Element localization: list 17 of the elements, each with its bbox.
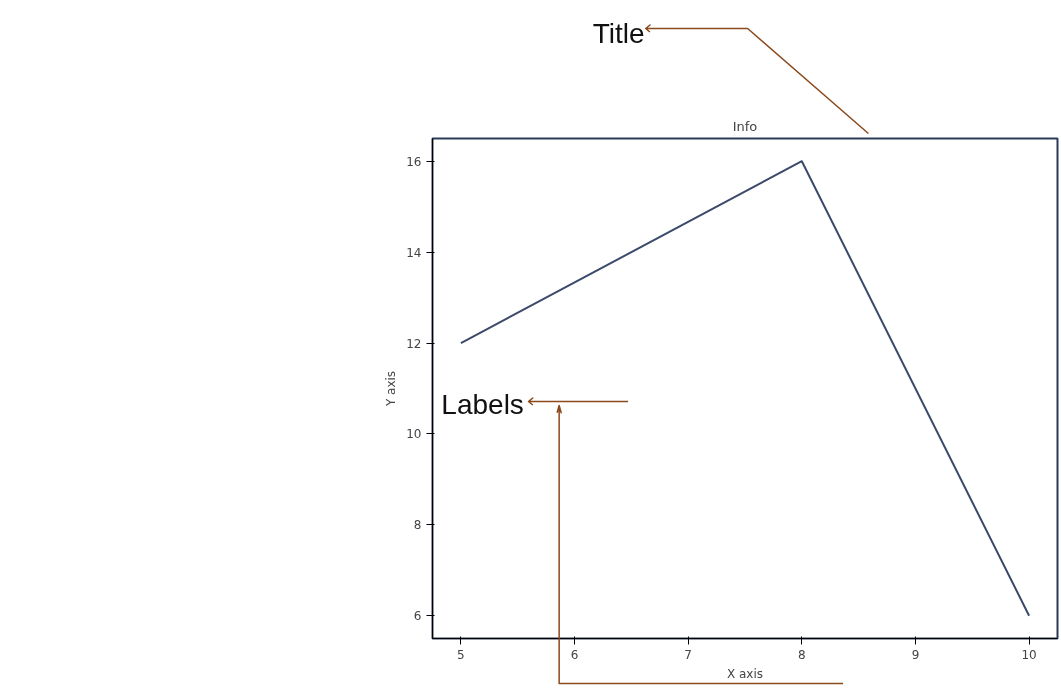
y-tick-label: 8	[413, 518, 422, 533]
y-tick-label: 6	[413, 609, 422, 624]
x-tick-label: 10	[1021, 647, 1037, 662]
y-tick-label: 16	[406, 154, 422, 169]
annotation: Labels	[441, 389, 524, 420]
chart-title: Info	[732, 118, 758, 134]
y-tick-label: 14	[406, 245, 422, 260]
x-tick-label: 6	[570, 647, 579, 662]
x-tick-label: 5	[457, 647, 465, 662]
x-tick-label: 7	[684, 647, 693, 662]
y-tick-label: 10	[406, 427, 422, 442]
y-tick-label: 12	[406, 336, 422, 351]
text: Title	[592, 18, 645, 49]
x-tick-label: 8	[798, 647, 806, 662]
x-axis-title: X axis	[726, 666, 764, 681]
y-axis-title: Y axis	[384, 370, 399, 408]
x-tick-label: 9	[911, 647, 920, 662]
